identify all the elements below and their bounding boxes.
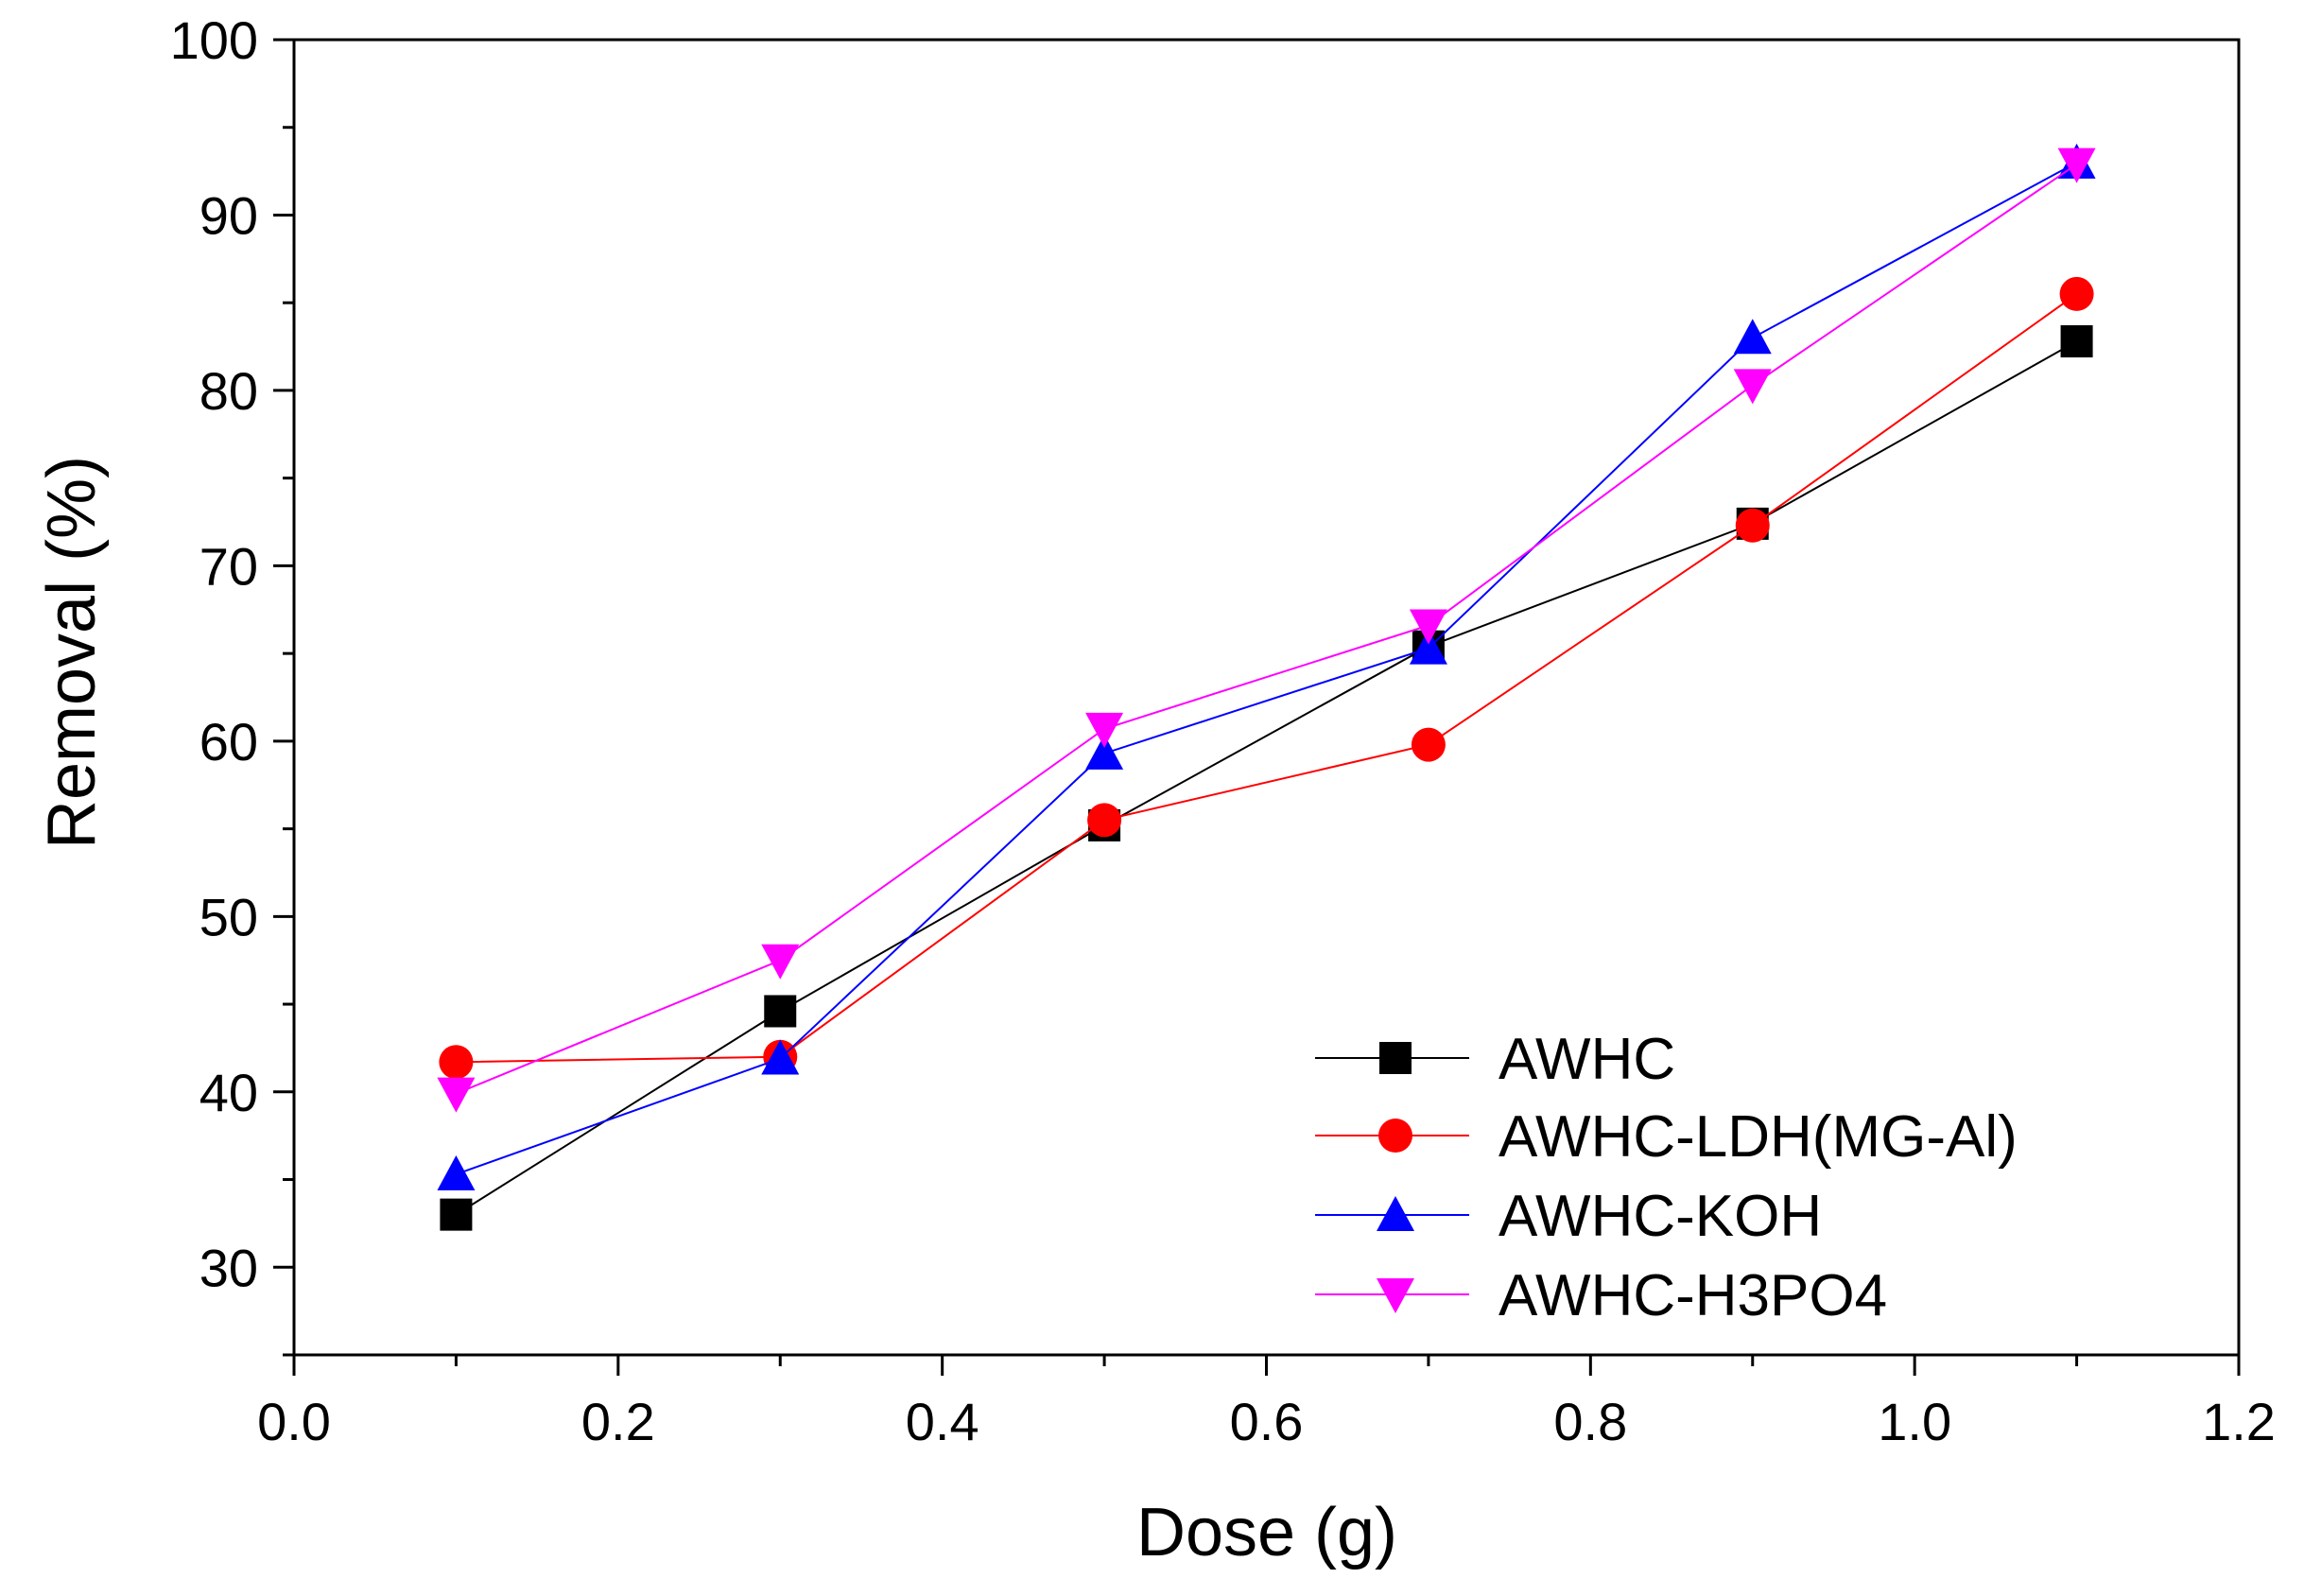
legend-label: AWHC (1498, 1027, 1675, 1092)
data-point-awhc-koh (1733, 319, 1772, 355)
x-tick-label: 0.6 (1230, 1392, 1304, 1451)
data-point-awhc-ldh-mg-al (1087, 803, 1122, 838)
y-tick-label: 70 (199, 536, 258, 596)
data-point-awhc (764, 995, 797, 1028)
legend-item-awhc-koh: AWHC-KOH (1315, 1184, 1822, 1249)
data-point-awhc (440, 1198, 473, 1231)
series-line-awhc-ldh-mg-al (456, 293, 2078, 1064)
y-tick-label: 30 (199, 1238, 258, 1297)
data-point-awhc-h3po4 (437, 1077, 476, 1113)
y-tick-label: 40 (199, 1063, 258, 1122)
plot-area (437, 143, 2096, 1231)
legend-item-awhc-h3po4: AWHC-H3PO4 (1315, 1263, 1887, 1328)
data-point-awhc (2060, 325, 2093, 358)
legend-item-awhc-ldh-mg-al: AWHC-LDH(MG-Al) (1315, 1104, 2018, 1170)
y-tick-label: 60 (199, 712, 258, 772)
series-line-awhc-h3po4 (456, 163, 2078, 1095)
y-tick-label: 100 (170, 10, 258, 70)
data-point-awhc-h3po4 (1085, 712, 1124, 748)
axes: 0.0 0.2 0.4 0.6 0.8 1.0 1.2 30 40 50 60 70 80 90 100 (170, 10, 2276, 1451)
legend-marker (1377, 1196, 1414, 1231)
legend-label: AWHC-LDH(MG-Al) (1498, 1104, 2018, 1170)
x-axis-title: Dose (g) (1136, 1495, 1397, 1570)
series-awhc-h3po4 (437, 147, 2096, 1113)
data-point-awhc-h3po4 (2057, 147, 2096, 183)
x-tick-label: 0.0 (257, 1392, 331, 1451)
legend-label: AWHC-KOH (1498, 1184, 1822, 1249)
data-point-awhc-koh (761, 1039, 800, 1075)
data-point-awhc-ldh-mg-al (1411, 727, 1446, 762)
x-tick-label: 0.4 (906, 1392, 979, 1451)
y-tick-label: 90 (199, 185, 258, 245)
legend-marker (1378, 1119, 1412, 1153)
y-axis-title: Removal (%) (34, 456, 110, 849)
legend-marker (1379, 1042, 1412, 1074)
data-point-awhc-ldh-mg-al (1735, 508, 1770, 543)
data-point-awhc-koh (437, 1154, 476, 1190)
data-point-awhc-h3po4 (761, 944, 800, 980)
legend-item-awhc: AWHC (1315, 1027, 1675, 1092)
x-tick-label: 0.8 (1553, 1392, 1627, 1451)
x-tick-label: 1.2 (2202, 1392, 2276, 1451)
legend: AWHC AWHC-LDH(MG-Al) AWHC-KOH AWHC-H3PO4 (1315, 1027, 2018, 1328)
y-tick-label: 80 (199, 361, 258, 421)
data-point-awhc-koh (1409, 629, 1447, 665)
x-tick-label: 0.2 (581, 1392, 655, 1451)
data-point-awhc-h3po4 (1733, 369, 1772, 405)
data-point-awhc-h3po4 (1409, 609, 1447, 645)
legend-marker (1377, 1278, 1414, 1313)
y-tick-label: 50 (199, 887, 258, 946)
series-line-awhc (455, 340, 2078, 1216)
data-point-awhc-ldh-mg-al (439, 1045, 474, 1080)
series-awhc-ldh-mg-al (439, 276, 2094, 1080)
data-point-awhc-koh (1085, 734, 1124, 770)
series-awhc (440, 325, 2093, 1231)
legend-label: AWHC-H3PO4 (1498, 1263, 1887, 1328)
series-line-awhc-koh (456, 161, 2078, 1175)
series-awhc-koh (437, 143, 2096, 1190)
x-tick-label: 1.0 (1878, 1392, 1951, 1451)
data-point-awhc-ldh-mg-al (2059, 276, 2094, 311)
